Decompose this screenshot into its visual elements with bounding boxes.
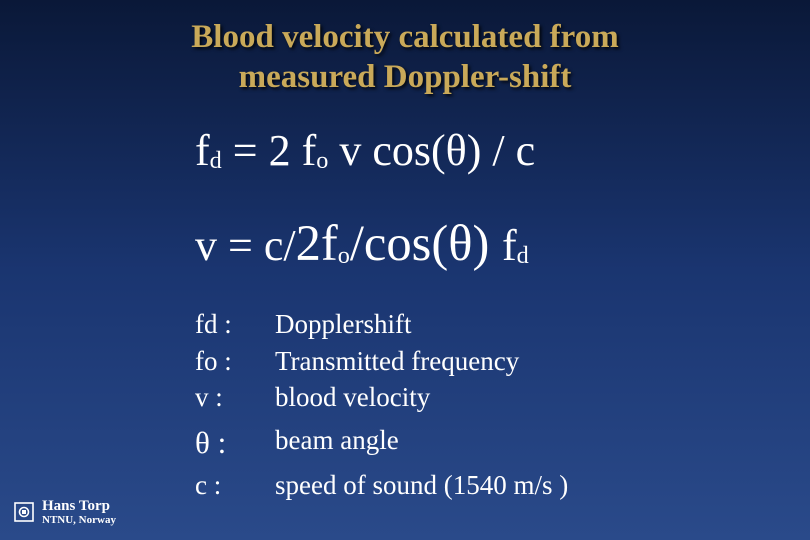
title-line-1: Blood velocity calculated from bbox=[191, 19, 618, 55]
def-row: θ : beam angle bbox=[195, 422, 810, 464]
def-desc: blood velocity bbox=[275, 379, 430, 415]
eq2-o-sub: o bbox=[338, 242, 350, 269]
eq2-2f: 2f bbox=[296, 215, 338, 271]
def-row: fd : Dopplershift bbox=[195, 306, 810, 342]
slide: Blood velocity calculated from measured … bbox=[0, 0, 810, 540]
eq1-equals: = bbox=[222, 126, 269, 175]
def-desc: Transmitted frequency bbox=[275, 343, 519, 379]
eq1-rhs-mid: v cos( bbox=[328, 126, 445, 175]
eq2-close: ) bbox=[472, 215, 502, 271]
title-line-2: measured Doppler-shift bbox=[239, 59, 572, 95]
def-desc: Dopplershift bbox=[275, 306, 411, 342]
equation-1: fd = 2 fo v cos(θ) / c bbox=[195, 125, 810, 176]
eq1-rhs-pre: 2 f bbox=[269, 126, 317, 175]
eq2-lhs: v = bbox=[195, 221, 264, 270]
def-desc: beam angle bbox=[275, 422, 399, 464]
def-sym: fd : bbox=[195, 306, 275, 342]
logo-icon bbox=[14, 502, 34, 522]
eq1-lhs-sub: d bbox=[210, 147, 222, 174]
def-sym: c : bbox=[195, 467, 275, 503]
equation-2: v = c/2fo/cos(θ) fd bbox=[195, 214, 810, 272]
eq2-slash-cos: /cos( bbox=[350, 215, 448, 271]
slide-title: Blood velocity calculated from measured … bbox=[0, 0, 810, 97]
def-sym: fo : bbox=[195, 343, 275, 379]
eq1-rhs-sub: o bbox=[316, 147, 328, 174]
footer-text: Hans Torp NTNU, Norway bbox=[42, 499, 116, 526]
definitions: fd : Dopplershift fo : Transmitted frequ… bbox=[195, 306, 810, 504]
eq2-c-over: c/ bbox=[264, 221, 296, 270]
eq2-fd-sub: d bbox=[517, 242, 529, 269]
eq1-theta: θ bbox=[446, 126, 467, 175]
footer: Hans Torp NTNU, Norway bbox=[14, 499, 116, 526]
eq2-fd-base: f bbox=[502, 221, 517, 270]
eq1-rhs-post: ) / c bbox=[467, 126, 535, 175]
eq1-lhs-base: f bbox=[195, 126, 210, 175]
def-row: c : speed of sound (1540 m/s ) bbox=[195, 467, 810, 503]
def-row: v : blood velocity bbox=[195, 379, 810, 415]
def-row: fo : Transmitted frequency bbox=[195, 343, 810, 379]
def-desc: speed of sound (1540 m/s ) bbox=[275, 467, 568, 503]
author-name: Hans Torp bbox=[42, 499, 116, 514]
eq2-theta: θ bbox=[448, 215, 472, 271]
def-sym-theta: θ : bbox=[195, 422, 275, 464]
def-sym: v : bbox=[195, 379, 275, 415]
author-affiliation: NTNU, Norway bbox=[42, 514, 116, 526]
